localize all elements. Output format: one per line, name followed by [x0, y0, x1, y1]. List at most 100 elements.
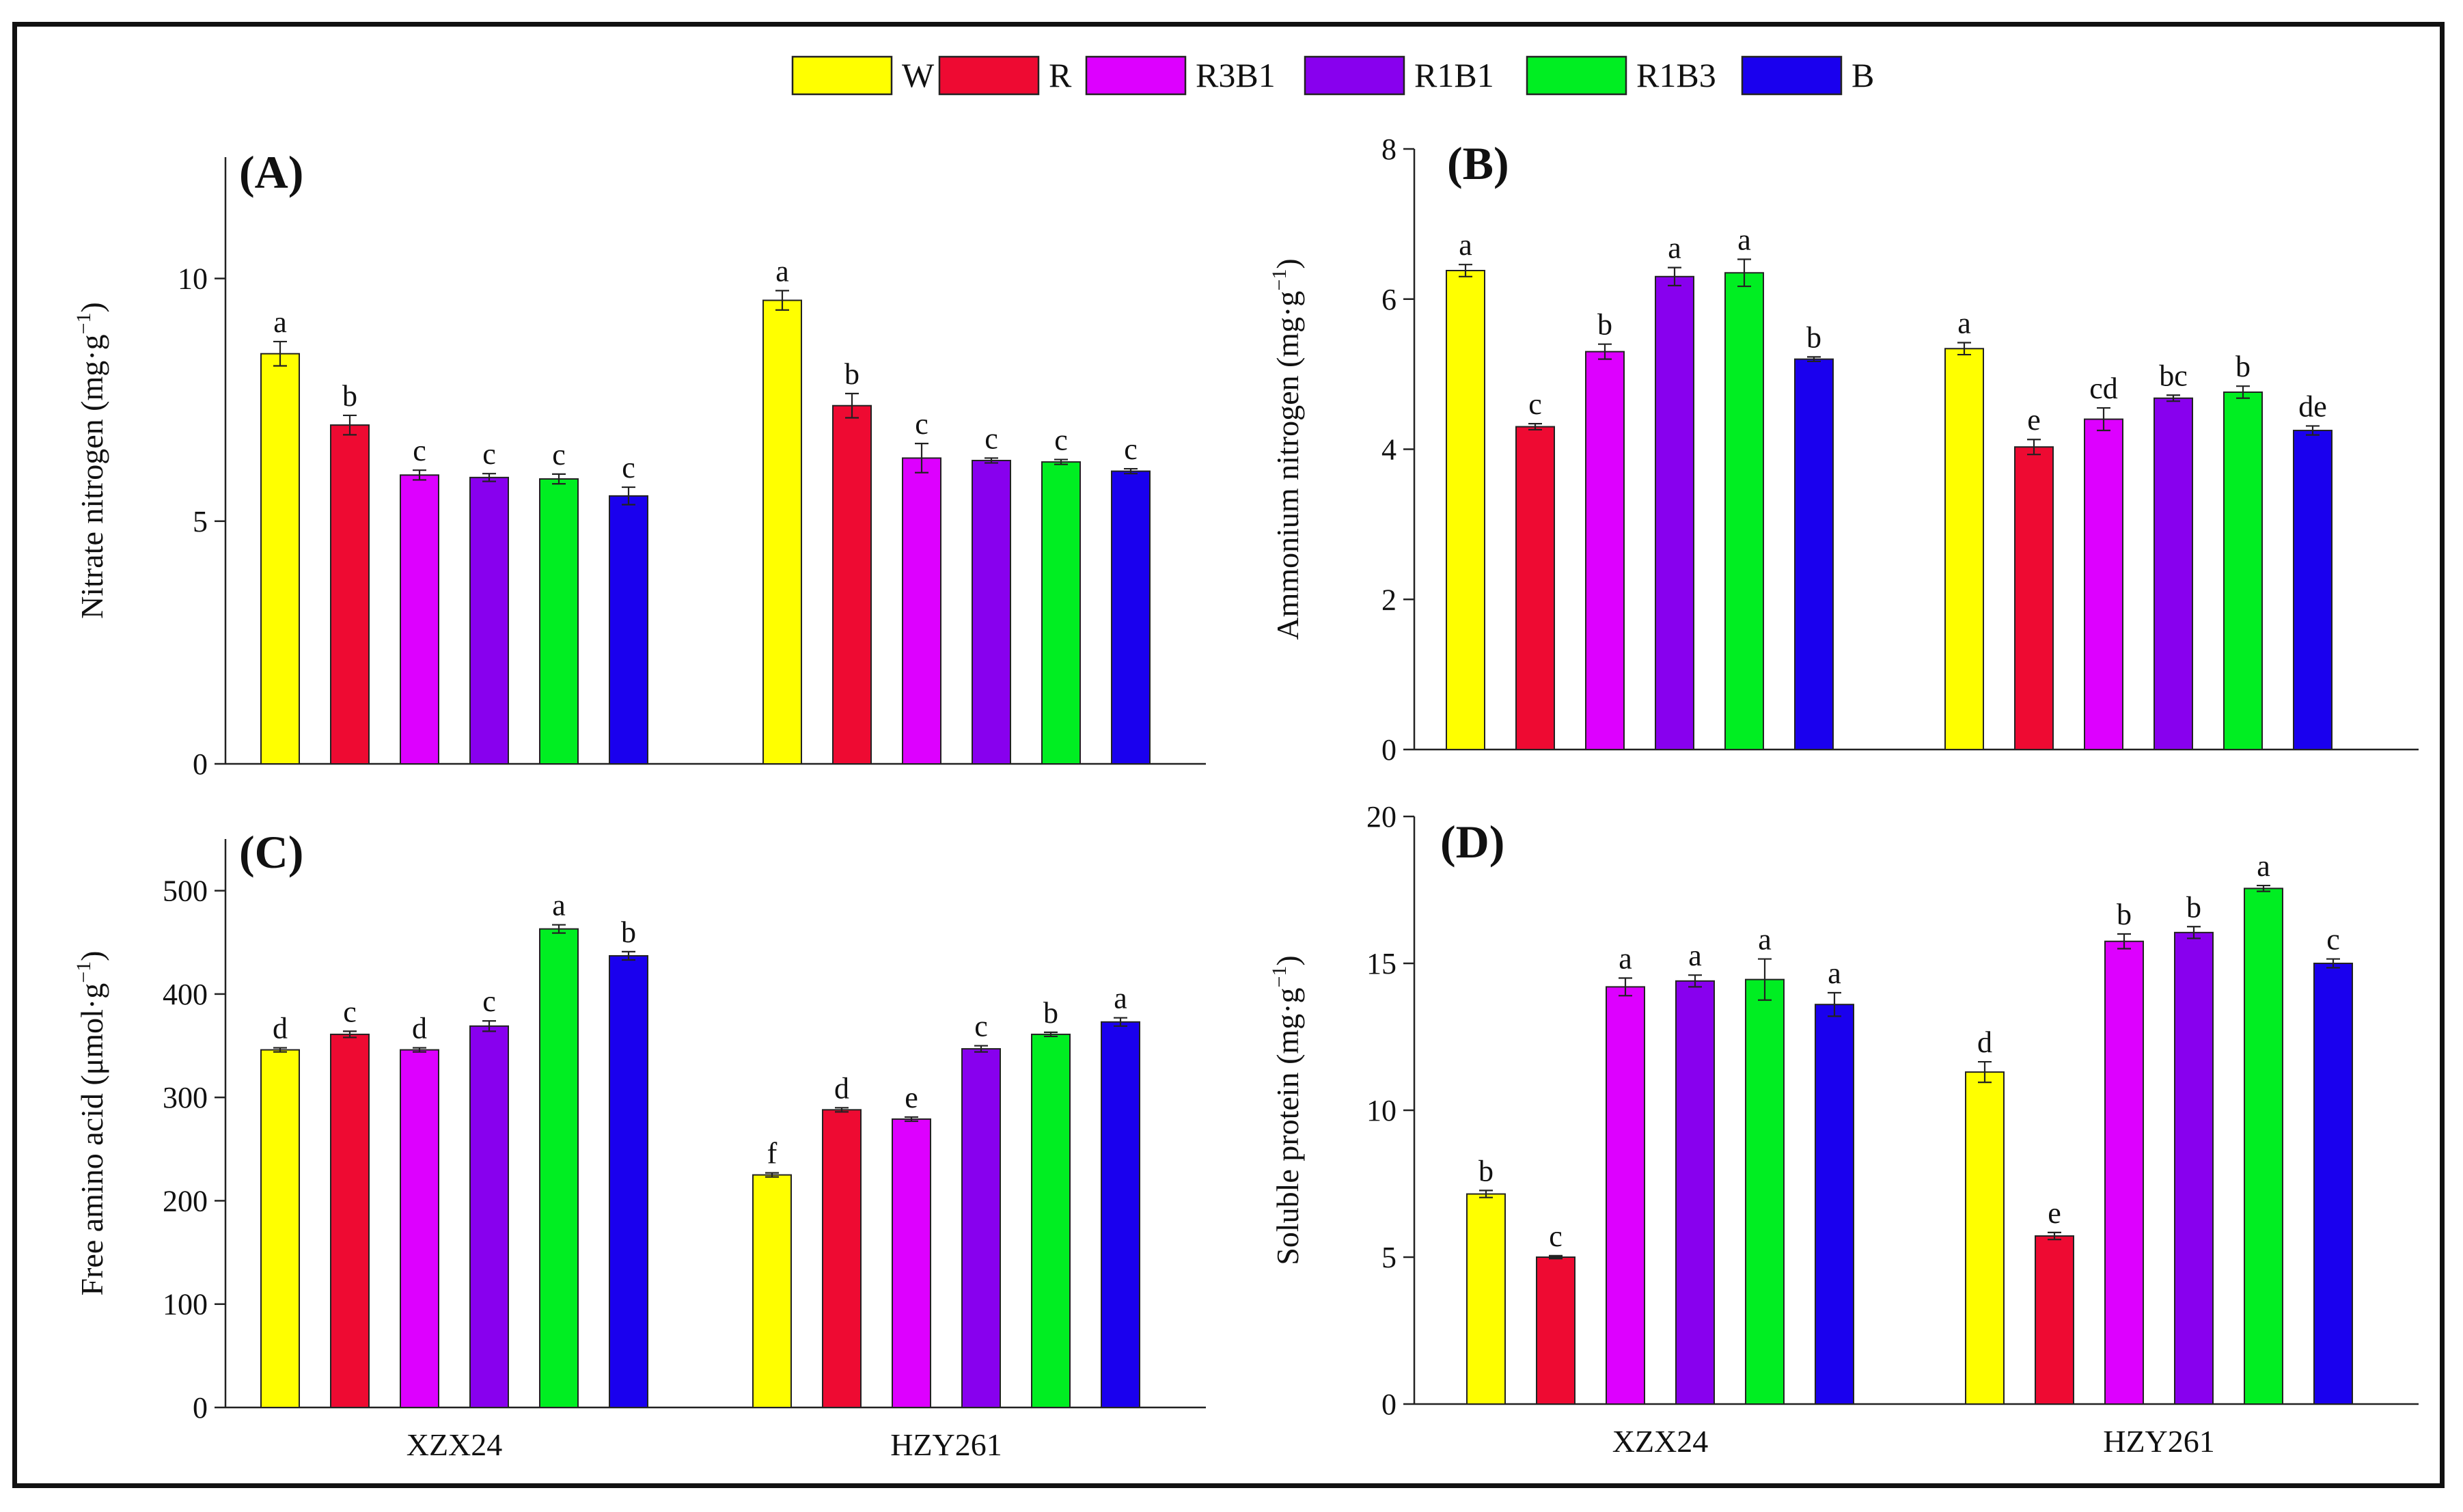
y-axis-label: Free amino acid (μmol·g−1): [72, 951, 109, 1296]
bar: [400, 474, 439, 765]
panel-d: 0 5 10 15 20 (D) Soluble protein (mg·g−1) b c a a a…: [1268, 800, 2419, 1459]
significance-letter: a: [1828, 957, 1841, 990]
y-tick-label: 10: [178, 262, 208, 296]
bar: [972, 460, 1011, 765]
bar: [1655, 275, 1694, 751]
significance-letter: e: [2027, 403, 2041, 437]
significance-letter: d: [412, 1012, 427, 1045]
bar: [330, 1033, 370, 1408]
significance-letter: bc: [2159, 359, 2188, 392]
y-axis-label-superscript: −1: [1268, 269, 1291, 291]
legend-label: R3B1: [1196, 56, 1276, 94]
y-tick-label: 300: [163, 1081, 208, 1114]
significance-letter: c: [1054, 424, 1068, 457]
bar: [260, 1049, 300, 1408]
significance-letter: b: [1597, 308, 1612, 342]
bar: [822, 1109, 862, 1409]
bar: [1675, 980, 1715, 1405]
bar: [539, 928, 579, 1408]
y-axis-label-superscript: −1: [72, 312, 95, 334]
bar: [1446, 269, 1485, 750]
bar: [2313, 963, 2353, 1405]
significance-letter: a: [2257, 849, 2270, 883]
bar: [832, 404, 872, 765]
bar: [2014, 446, 2054, 750]
y-tick-label: 8: [1381, 133, 1396, 166]
significance-letter: c: [1528, 387, 1542, 421]
panel-label: (B): [1447, 137, 1509, 189]
significance-letter: b: [1043, 996, 1058, 1030]
significance-letter: d: [1977, 1026, 1992, 1059]
x-category-label: HZY261: [2103, 1424, 2215, 1459]
bar: [469, 476, 509, 765]
y-tick-label: 10: [1366, 1094, 1396, 1127]
significance-letter: b: [2117, 898, 2132, 931]
bar: [469, 1025, 509, 1408]
bar: [1944, 348, 1984, 750]
panel-label: (D): [1440, 816, 1504, 868]
significance-letter: c: [974, 1010, 988, 1043]
bar: [400, 1049, 439, 1408]
bar: [260, 353, 300, 765]
significance-letter: b: [844, 357, 859, 391]
panel-a: 0 5 10 (A) Nitrate nitrogen (mg·g−1) a b c c c c a b…: [72, 146, 1206, 781]
significance-letter: c: [482, 437, 496, 471]
significance-letter: c: [1124, 432, 1138, 466]
significance-letter: a: [1688, 939, 1702, 972]
significance-letter: b: [1806, 320, 1821, 354]
legend-label: R1B1: [1414, 56, 1494, 94]
y-tick-label: 0: [193, 747, 208, 781]
bar: [609, 954, 648, 1409]
bar: [1745, 978, 1785, 1405]
bar: [2223, 391, 2263, 750]
significance-letter: c: [482, 985, 496, 1018]
bar: [1111, 470, 1151, 765]
bar: [539, 478, 579, 765]
y-axis-label-text: Free amino acid (μmol·g: [74, 983, 109, 1296]
bar: [762, 299, 802, 765]
legend-swatch: [938, 55, 1040, 96]
significance-letter: c: [2326, 923, 2340, 957]
legend-swatch: [1526, 55, 1627, 96]
panel-label: (A): [239, 146, 303, 198]
y-tick-label: 2: [1381, 583, 1396, 616]
significance-letter: c: [343, 995, 357, 1028]
y-tick-label: 200: [163, 1184, 208, 1218]
bar: [1606, 986, 1645, 1405]
y-axis-label-close: ): [1270, 258, 1305, 269]
legend-swatch: [1085, 55, 1187, 96]
bar: [961, 1048, 1001, 1408]
bar: [1794, 358, 1834, 750]
significance-letter: d: [273, 1012, 288, 1045]
significance-letter: a: [1758, 923, 1772, 957]
bar: [2244, 888, 2283, 1405]
significance-letter: b: [2235, 350, 2251, 383]
bar: [2293, 430, 2333, 750]
legend: W R R3B1 R1B1 R1B3 B: [791, 55, 1874, 96]
bar: [1515, 426, 1555, 750]
significance-letter: f: [767, 1137, 778, 1170]
significance-letter: a: [775, 254, 789, 288]
bar: [1031, 1033, 1071, 1408]
panel-b: 0 2 4 6 8 (B) Ammonium nitrogen (mg·g−1) a c b a a b…: [1268, 133, 2419, 767]
significance-letter: a: [1957, 306, 1971, 340]
significance-letter: c: [552, 438, 566, 471]
significance-letter: d: [834, 1071, 849, 1105]
bar: [1815, 1004, 1854, 1405]
y-axis-label-superscript: −1: [72, 961, 95, 983]
y-axis-label-close: ): [74, 951, 109, 961]
y-tick-label: 15: [1366, 947, 1396, 980]
y-tick-label: 400: [163, 978, 208, 1011]
y-axis-label: Nitrate nitrogen (mg·g−1): [72, 302, 109, 619]
x-category-label: XZX24: [407, 1427, 503, 1462]
bar: [2104, 940, 2144, 1405]
legend-swatch: [1741, 55, 1843, 96]
y-axis-label-text: Nitrate nitrogen (mg·g: [74, 334, 109, 618]
y-tick-label: 0: [1381, 1388, 1396, 1421]
legend-label: B: [1852, 56, 1874, 94]
legend-label: W: [902, 56, 935, 94]
x-category-label: XZX24: [1612, 1424, 1709, 1459]
significance-letter: b: [342, 379, 357, 413]
significance-letter: a: [1459, 228, 1472, 262]
